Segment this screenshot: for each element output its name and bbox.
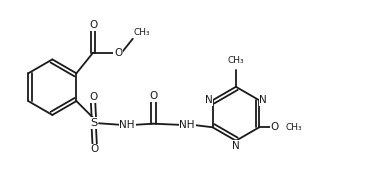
Text: O: O (89, 92, 97, 102)
Text: S: S (90, 118, 97, 128)
Text: O: O (114, 48, 122, 58)
Text: N: N (259, 95, 267, 105)
Text: O: O (89, 20, 97, 30)
Text: NH: NH (179, 120, 195, 130)
Text: CH₃: CH₃ (228, 56, 244, 65)
Text: CH₃: CH₃ (285, 123, 302, 132)
Text: NH: NH (120, 120, 135, 130)
Text: N: N (232, 141, 240, 151)
Text: O: O (149, 91, 158, 101)
Text: O: O (90, 144, 99, 154)
Text: N: N (205, 95, 213, 105)
Text: O: O (270, 122, 279, 132)
Text: CH₃: CH₃ (134, 28, 151, 37)
